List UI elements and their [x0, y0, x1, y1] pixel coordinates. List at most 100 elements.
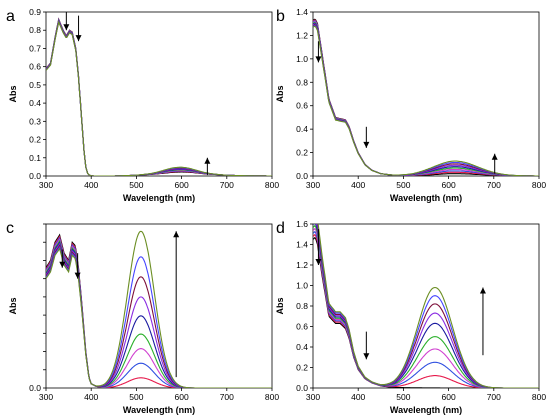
plot-frame [45, 11, 273, 177]
x-tick-label: 800 [265, 392, 279, 402]
spectra-group [313, 18, 539, 176]
y-tick-label: 0.2 [296, 148, 308, 158]
y-axis-label: Abs [8, 297, 18, 314]
spectrum-line-7 [313, 23, 539, 176]
y-tick-label: 0.6 [296, 101, 308, 111]
x-tick-label: 500 [396, 180, 410, 190]
trend-arrow-head [479, 287, 486, 294]
x-tick-label: 500 [129, 180, 143, 190]
y-tick-label: 0.4 [296, 124, 308, 134]
trend-arrow-head [204, 157, 211, 164]
panel-d: d 300 400 500 600 700 800 0.0 0.2 0.4 0.6 0.8 1.0 1.… [275, 219, 546, 415]
y-tick-label: 1.2 [296, 260, 308, 270]
x-tick-label: 400 [84, 180, 98, 190]
x-tick-label: 700 [487, 180, 501, 190]
x-tick-label: 400 [351, 180, 365, 190]
plot-frame [312, 11, 540, 177]
y-tick-label: 0.4 [29, 98, 41, 108]
y-tick-label: 1.2 [296, 30, 308, 40]
y-tick-label: 0.4 [296, 342, 308, 352]
spectrum-line-6 [313, 224, 539, 388]
spectrum-line-10 [46, 230, 272, 388]
y-axis-label: Abs [8, 85, 18, 102]
x-tick-label: 300 [39, 392, 53, 402]
x-tick-label: 500 [396, 392, 410, 402]
x-tick-label: 700 [220, 180, 234, 190]
trend-arrow-head [173, 231, 180, 238]
spectrum-line-5 [313, 21, 539, 176]
y-tick-label: 1.0 [296, 54, 308, 64]
y-tick-label: 0.0 [296, 383, 308, 393]
spectrum-line-2 [313, 19, 539, 176]
trend-arrow-head [363, 141, 370, 148]
spectrum-line-8 [313, 24, 539, 176]
trend-arrow-head [363, 353, 370, 360]
panel-a: a 300 400 500 600 700 800 0.0 0.1 0.2 0.3 0.4 0.5 0.… [6, 7, 279, 203]
spectrum-line-8 [316, 224, 539, 388]
y-tick-label: 1.6 [296, 219, 308, 229]
spectra-group [46, 17, 272, 176]
y-tick-label: 0.0 [29, 171, 41, 181]
spectrum-line-7 [316, 224, 539, 388]
x-tick-label: 700 [487, 392, 501, 402]
x-tick-label: 600 [442, 180, 456, 190]
y-tick-label: 0.8 [29, 25, 41, 35]
x-tick-label: 600 [442, 392, 456, 402]
x-tick-label: 500 [129, 392, 143, 402]
x-tick-label: 800 [532, 392, 546, 402]
panel-b: b 300 400 500 600 700 800 0.0 0.2 0.4 0.6 0.8 1.0 1.… [275, 7, 546, 203]
panel-label-b: b [276, 8, 285, 25]
plot-frame [45, 223, 273, 389]
x-tick-label: 800 [265, 180, 279, 190]
spectrum-line-4 [313, 20, 539, 176]
spectra-group [46, 230, 272, 388]
trend-arrow-head [59, 261, 66, 268]
y-tick-label: 0.6 [296, 322, 308, 332]
spectrum-line-3 [313, 230, 539, 388]
y-tick-label: 0.9 [29, 7, 41, 17]
x-axis-label: Wavelength (nm) [390, 405, 462, 415]
y-tick-label: 0.3 [29, 116, 41, 126]
y-tick-label: 0.0 [296, 171, 308, 181]
trend-arrow-head [75, 35, 82, 42]
y-tick-label: 0.2 [296, 363, 308, 373]
y-tick-label: 0.0 [29, 383, 41, 393]
x-tick-label: 600 [175, 180, 189, 190]
trend-arrow-head [74, 272, 81, 279]
spectrum-line-3 [313, 20, 539, 176]
y-tick-label: 1.4 [296, 240, 308, 250]
x-tick-label: 400 [351, 392, 365, 402]
x-tick-label: 300 [39, 180, 53, 190]
trend-arrow-head [315, 259, 322, 265]
spectrum-line-6 [313, 22, 539, 176]
trend-arrow-head [63, 24, 70, 31]
x-tick-label: 300 [306, 392, 320, 402]
panel-label-a: a [6, 8, 15, 25]
y-tick-label: 1.0 [296, 281, 308, 291]
y-tick-label: 0.8 [296, 301, 308, 311]
y-tick-label: 0.7 [29, 43, 41, 53]
spectrum-line-5 [46, 239, 272, 388]
spectrum-line-9 [313, 24, 539, 176]
spectra-group [313, 224, 539, 388]
x-tick-label: 800 [532, 180, 546, 190]
spectrum-line-10 [313, 25, 539, 176]
y-axis-label: Abs [275, 297, 285, 314]
trend-arrow-head [491, 153, 498, 160]
x-tick-label: 400 [84, 392, 98, 402]
panel-c: c 300 400 500 600 700 800 0.0 Wavelength (nm) Ab… [6, 220, 279, 415]
spectrum-line-10 [46, 20, 272, 176]
x-tick-label: 700 [220, 392, 234, 402]
y-tick-label: 0.1 [29, 153, 41, 163]
y-tick-label: 0.6 [29, 62, 41, 72]
y-tick-label: 1.4 [296, 7, 308, 17]
spectrum-line-10 [317, 224, 539, 388]
y-tick-label: 0.8 [296, 77, 308, 87]
panel-label-d: d [276, 220, 285, 237]
y-tick-label: 0.2 [29, 135, 41, 145]
spectrum-line-1 [313, 18, 539, 176]
x-axis-label: Wavelength (nm) [390, 193, 462, 203]
x-tick-label: 300 [306, 180, 320, 190]
trend-arrow-head [315, 56, 322, 63]
